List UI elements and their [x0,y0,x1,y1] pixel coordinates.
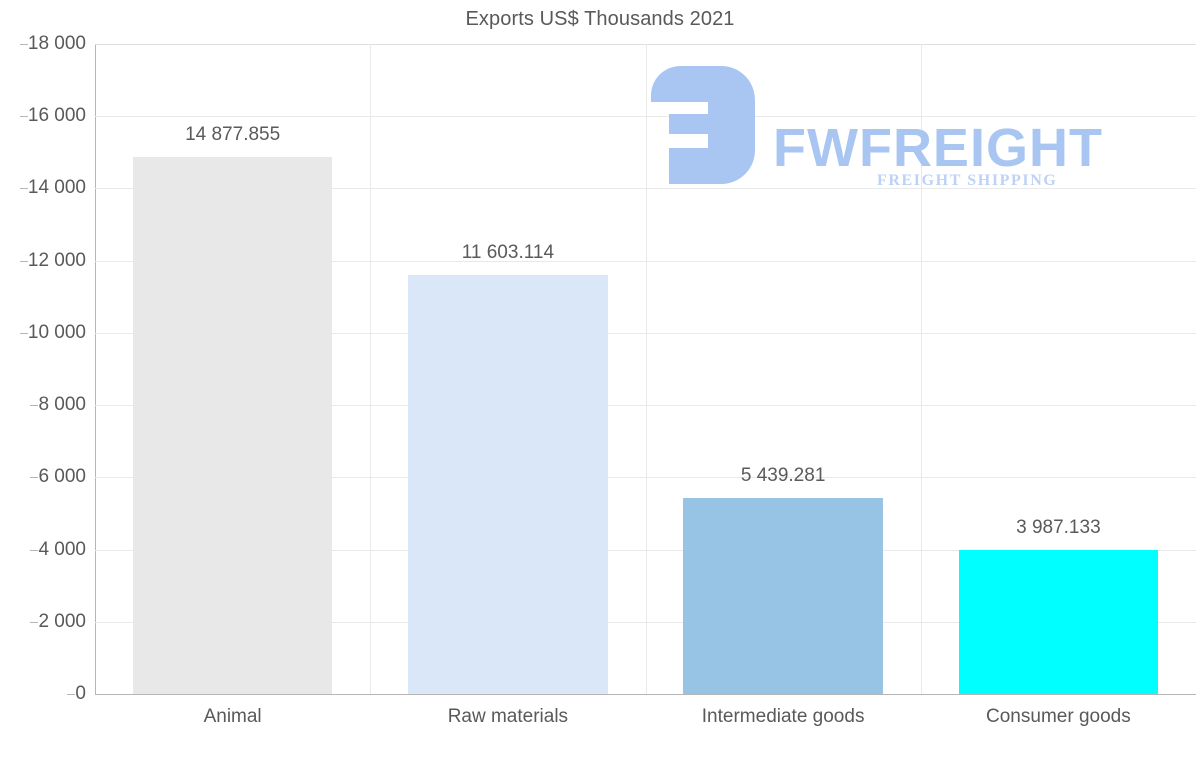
y-axis-tick-mark [67,694,76,695]
gridline [95,188,1196,190]
x-axis-category-label: Intermediate goods [701,706,865,727]
y-axis-tick-label: 16 000 [19,105,86,127]
y-axis-tick-label: 2 000 [30,611,86,633]
x-axis-category-label: Raw materials [447,706,569,727]
bar-2[interactable] [683,497,883,694]
y-axis-tick-mark [30,477,39,479]
gridline [95,44,1196,45]
y-axis-tick-label: 14 000 [19,177,86,199]
y-axis-tick-mark [19,332,28,334]
gridline [95,549,1196,551]
x-axis-category-label: Consumer goods [986,706,1131,727]
y-axis-tick-label: 6 000 [30,466,86,488]
bar-0[interactable] [132,156,333,694]
gridline [95,116,1196,118]
y-axis-tick-mark [19,44,28,45]
category-gridline [646,44,647,694]
gridline [95,332,1196,334]
bar-value-label: 3 987.133 [1016,517,1101,539]
bar-3[interactable] [958,550,1159,694]
y-axis-tick-mark [19,188,28,190]
gridline [95,260,1196,262]
category-gridline [921,44,922,694]
y-axis-tick-mark [19,116,28,118]
bar-value-label: 5 439.281 [740,464,826,486]
y-axis-tick-label: 0 [67,683,86,705]
gridline [95,694,1196,695]
y-axis-tick-label: 10 000 [19,322,86,344]
category-gridline [370,44,371,694]
y-axis-tick-mark [30,621,39,623]
y-axis-tick-mark [30,549,39,551]
y-axis-tick-mark [19,260,28,262]
chart-title: Exports US$ Thousands 2021 [465,8,735,30]
bar-1[interactable] [408,275,608,694]
plot-area [95,44,1196,695]
gridline [95,477,1196,479]
y-axis-tick-label: 8 000 [30,394,86,416]
bar-value-label: 11 603.114 [461,241,555,263]
y-axis-tick-label: 12 000 [19,250,86,272]
y-axis-tick-label: 4 000 [30,539,86,561]
y-axis-tick-mark [30,405,39,407]
gridline [95,405,1196,407]
gridline [95,621,1196,623]
x-axis-category-label: Animal [203,706,262,727]
y-axis-tick-label: 18 000 [19,33,86,55]
bar-value-label: 14 877.855 [185,123,281,145]
y-axis-line [95,44,96,695]
